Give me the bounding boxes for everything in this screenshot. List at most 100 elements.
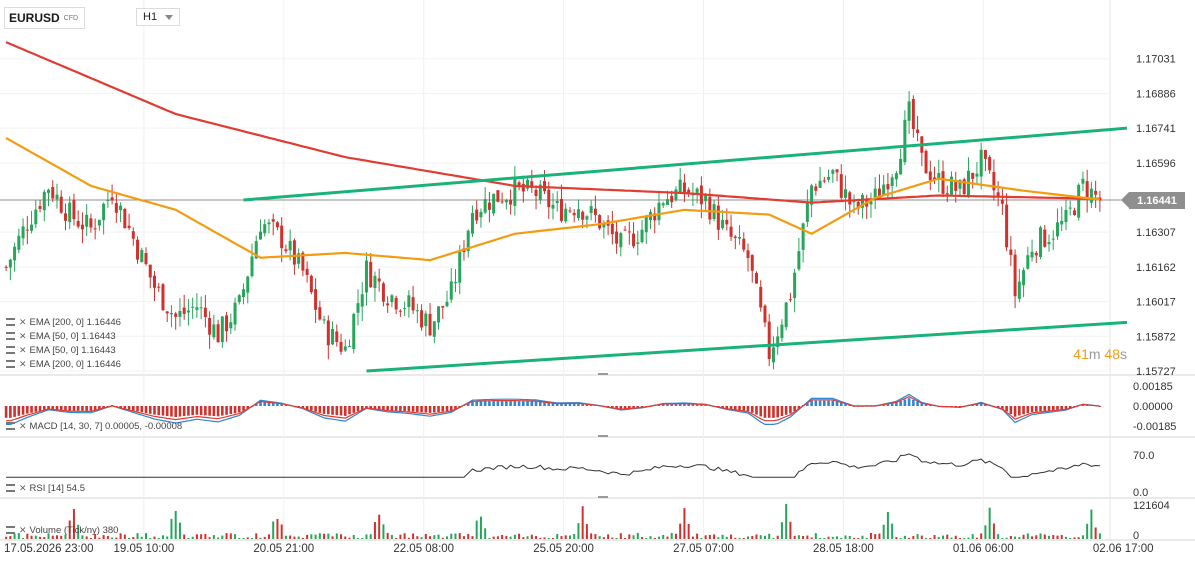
volume-legend[interactable]: ✕ Volume (Tick/ny) 380	[6, 523, 118, 537]
candle-bear	[568, 210, 572, 212]
macd-histogram-bar	[1009, 406, 1013, 415]
volume-bar	[395, 538, 398, 539]
volume-bar	[552, 538, 554, 539]
volume-bar	[725, 536, 728, 539]
candle-bull	[220, 316, 224, 343]
legend-item-ema200-2[interactable]: ✕ EMA [200, 0] 1.16446	[6, 357, 121, 371]
macd-histogram-bar	[30, 406, 33, 413]
volume-bar	[106, 535, 109, 539]
volume-bar	[573, 533, 576, 539]
macd-histogram-bar	[674, 403, 678, 406]
volume-y-tick: 121604	[1133, 500, 1170, 512]
macd-histogram-bar	[492, 401, 495, 406]
volume-bar	[738, 537, 741, 539]
macd-histogram-bar	[628, 406, 631, 409]
macd-histogram-bar	[551, 403, 555, 406]
candle-bear	[623, 229, 627, 231]
macd-histogram-bar	[895, 402, 898, 406]
volume-bar	[556, 534, 559, 539]
candle-bear	[716, 205, 720, 230]
macd-histogram-bar	[157, 406, 161, 416]
volume-bar	[484, 528, 487, 539]
candle-bull	[805, 202, 809, 222]
volume-bar	[975, 537, 978, 539]
volume-bar	[988, 507, 991, 539]
macd-histogram-bar	[526, 401, 529, 406]
volume-bar	[848, 535, 851, 539]
volume-bar	[191, 536, 194, 539]
volume-bar	[174, 510, 177, 539]
candle-bear	[1043, 229, 1047, 247]
volume-bar	[713, 534, 716, 539]
volume-bar	[649, 536, 652, 539]
macd-histogram-bar	[119, 406, 122, 409]
timer-seconds: 48	[1104, 346, 1120, 362]
volume-bar	[1001, 538, 1004, 539]
volume-bar	[289, 535, 292, 539]
legend-item-ema50[interactable]: ✕ EMA [50, 0] 1.16443	[6, 329, 116, 343]
volume-bar	[1022, 534, 1025, 539]
volume-bar	[992, 523, 995, 539]
candle-bull	[403, 308, 407, 310]
candle-bull	[721, 219, 725, 229]
candle-bull	[661, 203, 665, 206]
candle-bear	[1013, 254, 1017, 297]
candle-bear	[653, 213, 657, 221]
volume-bar	[416, 536, 419, 539]
volume-bar	[840, 538, 843, 539]
legend-item-ema200[interactable]: ✕ EMA [200, 0] 1.16446	[6, 315, 121, 329]
volume-bar	[318, 533, 321, 539]
volume-bar	[1073, 537, 1076, 539]
candle-bear	[4, 266, 8, 268]
candle-bull	[356, 303, 360, 313]
macd-histogram-bar	[831, 400, 835, 406]
volume-bar	[1014, 536, 1017, 539]
volume-bar	[123, 534, 126, 539]
macd-histogram-bar	[411, 406, 415, 412]
candle-bull	[30, 224, 34, 231]
volume-bar	[178, 522, 181, 539]
macd-histogram-bar	[93, 406, 97, 411]
volume-bar	[140, 536, 143, 539]
macd-histogram-bar	[670, 403, 674, 406]
macd-legend[interactable]: ✕ MACD [14, 30, 7] 0.00005, -0.00008	[6, 419, 182, 433]
macd-histogram-bar	[335, 406, 339, 416]
timeframe-dropdown[interactable]: H1	[136, 8, 180, 26]
settings-icon	[6, 318, 15, 326]
rsi-legend[interactable]: ✕ RSI [14] 54.5	[6, 481, 85, 495]
close-icon: ✕	[19, 358, 27, 369]
candle-bull	[445, 301, 449, 307]
volume-bar	[674, 533, 677, 539]
macd-histogram-bar	[34, 406, 38, 412]
candle-bull	[288, 240, 292, 251]
candle-bull	[102, 203, 106, 221]
macd-histogram-bar	[199, 406, 203, 416]
volume-bar	[607, 534, 610, 539]
macd-y-tick: 0.00185	[1133, 381, 1173, 393]
macd-histogram-bar	[386, 406, 389, 411]
candle-bull	[907, 101, 911, 121]
volume-bar	[340, 534, 343, 539]
legend-item-ema50-2[interactable]: ✕ EMA [50, 0] 1.16443	[6, 343, 116, 357]
candle-bull	[801, 223, 805, 250]
candle-bear	[398, 310, 402, 312]
volume-bar	[187, 538, 190, 539]
candle-bull	[233, 302, 237, 325]
volume-bar	[755, 534, 758, 539]
macd-histogram-bar	[547, 402, 551, 406]
candle-bull	[42, 191, 46, 211]
volume-bar	[77, 524, 80, 539]
candle-bull	[1030, 251, 1034, 258]
volume-bar	[157, 538, 160, 539]
candle-bear	[632, 233, 636, 247]
volume-bar	[47, 533, 50, 539]
macd-histogram-bar	[276, 403, 279, 406]
symbol-selector[interactable]: EURUSD CFD	[4, 7, 86, 29]
volume-bar	[403, 533, 406, 539]
macd-histogram-bar	[890, 402, 894, 406]
macd-histogram-bar	[68, 406, 72, 411]
candle-bull	[364, 260, 368, 293]
macd-histogram-bar	[750, 406, 754, 413]
macd-histogram-bar	[373, 406, 377, 410]
